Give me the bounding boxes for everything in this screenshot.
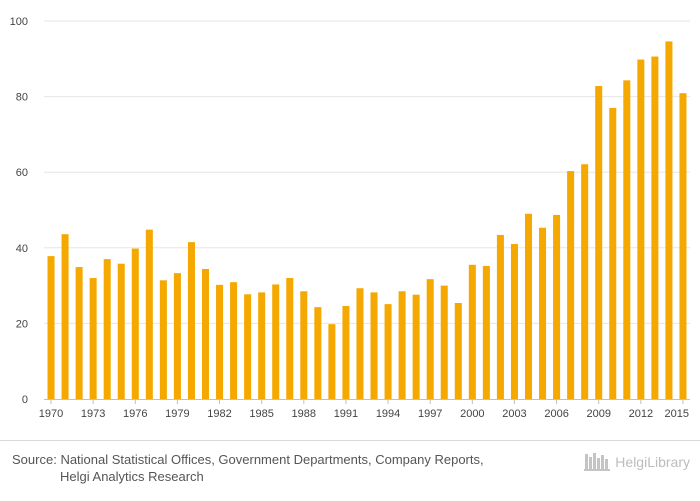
- bar-1980: [187, 242, 195, 399]
- x-tick-label: 1976: [123, 408, 147, 420]
- bar-2008: [581, 164, 589, 399]
- bar-series: [47, 41, 687, 400]
- bar-1988: [300, 291, 308, 399]
- x-tick-label: 2006: [544, 408, 568, 420]
- y-tick-label: 100: [10, 16, 28, 28]
- bar-2002: [496, 234, 504, 399]
- source-label: Source:: [12, 452, 57, 467]
- bar-1998: [440, 285, 448, 399]
- x-tick-label: 2015: [664, 408, 688, 420]
- bar-1989: [314, 307, 322, 399]
- y-tick-label: 40: [16, 243, 28, 255]
- bar-2006: [553, 214, 561, 399]
- library-icon: [584, 453, 611, 471]
- bar-1977: [145, 229, 153, 399]
- x-tick-label: 1973: [81, 408, 105, 420]
- bar-2009: [595, 86, 603, 400]
- bar-2000: [468, 264, 476, 399]
- x-tick-label: 1997: [418, 408, 442, 420]
- source-line-2: Helgi Analytics Research: [60, 469, 204, 484]
- y-tick-label: 0: [22, 394, 28, 406]
- x-tick-label: 1988: [292, 408, 316, 420]
- bar-1983: [230, 282, 238, 399]
- bar-1971: [61, 234, 69, 399]
- bar-1972: [75, 267, 83, 399]
- gridlines: [44, 20, 690, 324]
- bar-2005: [539, 227, 547, 399]
- bar-2003: [510, 244, 518, 399]
- bar-1996: [412, 294, 420, 399]
- bar-1987: [286, 278, 294, 399]
- bar-1974: [103, 259, 111, 399]
- bar-1994: [384, 304, 392, 399]
- bar-1975: [117, 263, 125, 399]
- source-note: Source: National Statistical Offices, Go…: [12, 451, 552, 485]
- bar-1984: [244, 294, 252, 399]
- bar-1997: [426, 279, 434, 399]
- brand-logo: HelgiLibrary: [584, 449, 690, 475]
- y-axis-ticks: 0 20 40 60 80 100: [10, 16, 28, 406]
- bar-1982: [216, 284, 224, 399]
- y-tick-label: 60: [16, 167, 28, 179]
- bar-1992: [356, 288, 364, 399]
- x-tick-label: 2000: [460, 408, 484, 420]
- bar-1993: [370, 292, 378, 399]
- bar-1976: [131, 248, 139, 399]
- bar-1979: [173, 273, 181, 399]
- bar-1995: [398, 291, 406, 399]
- bar-1986: [272, 284, 280, 399]
- x-tick-label: 1982: [207, 408, 231, 420]
- x-tick-label: 1991: [334, 408, 358, 420]
- bar-2004: [524, 213, 533, 399]
- x-tick-label: 1979: [165, 408, 189, 420]
- bar-2001: [482, 265, 490, 399]
- bar-2011: [623, 80, 631, 399]
- bar-1991: [342, 306, 350, 399]
- bar-2013: [651, 56, 659, 399]
- bar-chart: 0 20 40 60 80 100 1970 1973 1976 1979 1982 1985 198…: [10, 16, 690, 420]
- chart-footer: Source: National Statistical Offices, Go…: [0, 440, 700, 501]
- x-tick-label: 2003: [502, 408, 526, 420]
- bar-2007: [567, 171, 575, 399]
- bar-2012: [637, 59, 645, 399]
- bar-2010: [609, 107, 617, 399]
- bar-1985: [258, 292, 266, 399]
- bar-1990: [328, 324, 336, 399]
- source-line-1: National Statistical Offices, Government…: [60, 452, 484, 467]
- x-tick-label: 1994: [376, 408, 400, 420]
- bar-2015: [679, 93, 687, 399]
- brand-name: HelgiLibrary: [615, 454, 690, 470]
- x-axis-ticks: 1970 1973 1976 1979 1982 1985 1988 1991 1994 1997…: [39, 399, 689, 420]
- x-tick-label: 1970: [39, 408, 63, 420]
- bar-1973: [89, 278, 97, 399]
- x-tick-label: 1985: [249, 408, 273, 420]
- y-tick-label: 80: [16, 92, 28, 104]
- bar-1970: [47, 256, 55, 399]
- x-tick-label: 2012: [629, 408, 653, 420]
- y-tick-label: 20: [16, 318, 28, 330]
- bar-1978: [159, 280, 167, 399]
- bar-1999: [454, 302, 462, 399]
- x-tick-label: 2009: [586, 408, 610, 420]
- bar-2014: [665, 41, 673, 400]
- bar-1981: [201, 268, 210, 399]
